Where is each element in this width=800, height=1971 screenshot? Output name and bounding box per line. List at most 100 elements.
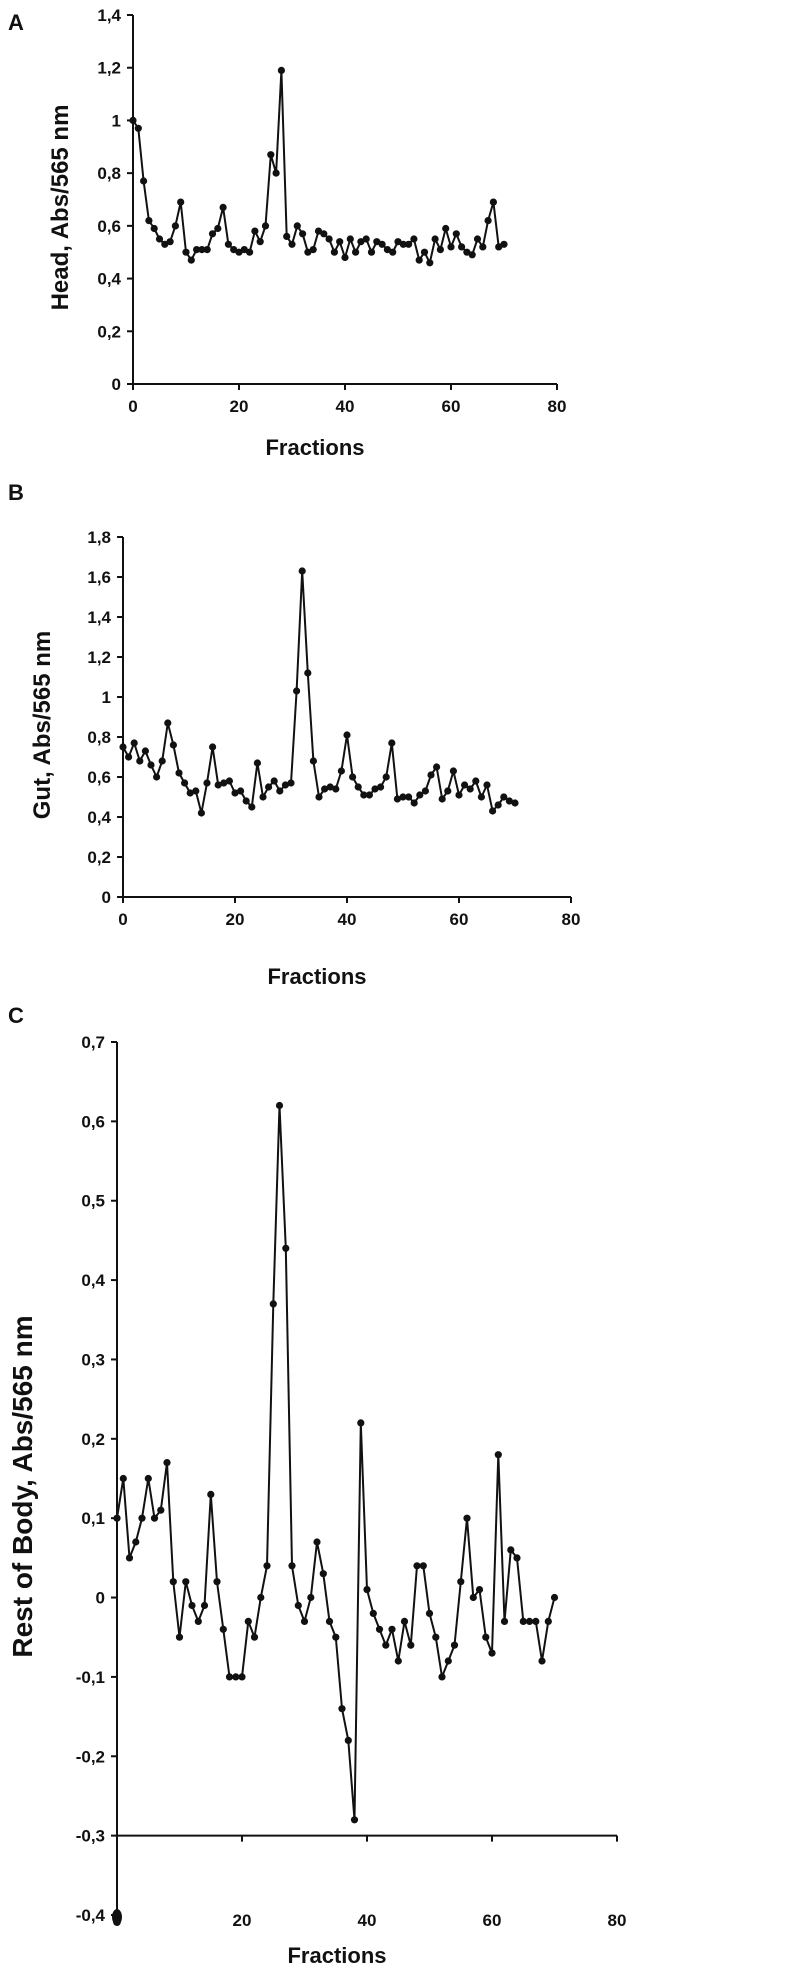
data-point [482,1633,490,1641]
data-point [166,238,174,246]
data-point [186,789,194,797]
y-tick-label: 1,6 [87,568,111,587]
data-point [479,243,487,251]
y-tick-label: 0,2 [81,1430,105,1449]
data-point [500,240,508,248]
panel-letter: A [8,10,24,35]
data-point [350,1816,359,1824]
data-point [197,809,205,817]
data-point [319,1570,327,1578]
data-point [134,124,142,132]
data-point [169,741,177,749]
data-point [367,248,376,256]
data-point [164,719,172,727]
y-tick-label: 0,6 [87,768,111,787]
data-point [468,251,476,259]
data-point [150,224,158,233]
data-point [341,253,349,262]
data-point [354,783,362,791]
data-point [314,227,323,235]
chart-panel-a: A 0 0,2 0,4 0,6 0,8 1 1,2 1,4 0 20 40 60 80 Fractions H… [8,6,566,460]
data-point [416,791,424,799]
data-point [407,1641,415,1649]
data-point [175,1633,184,1641]
data-point [158,757,166,765]
data-point [382,1641,390,1649]
data-point [265,783,273,791]
y-axis-title: Head, Abs/565 nm [47,105,74,311]
data-point [425,1609,434,1617]
data-point [207,1490,215,1498]
data-point [461,781,469,789]
data-point [336,238,344,246]
data-point [332,1633,340,1641]
data-point [261,222,270,230]
data-point [288,240,296,248]
data-point [129,116,137,124]
data-point [259,793,267,801]
data-point [147,761,155,769]
data-point [550,1593,559,1602]
data-point [466,785,474,793]
data-point [320,230,328,238]
data-point [145,217,153,225]
x-tick-label: 80 [562,910,581,929]
panel-letter: C [8,1003,24,1028]
data-point [269,1300,277,1308]
data-point [463,1514,471,1522]
data-point [452,230,460,238]
data-point [144,1474,152,1483]
data-point [494,1451,502,1459]
data-point [214,224,222,233]
data-point [399,240,407,248]
data-point [209,743,217,751]
data-point [263,1562,271,1570]
data-point [140,177,148,185]
y-tick-label: 1,2 [87,648,111,667]
data-point [420,248,429,256]
data-point [192,787,200,795]
data-point [455,791,463,799]
data-point [237,787,245,795]
data-point [315,793,323,801]
data-point [132,1538,140,1546]
data-point [208,230,217,238]
y-tick-label: 0,8 [87,728,111,747]
data-point [450,1641,459,1649]
data-point [304,669,312,677]
data-point [394,1657,402,1665]
y-tick-label: 0,5 [81,1192,105,1211]
data-point [477,793,485,801]
data-point [507,1546,515,1554]
data-point [153,773,161,781]
y-tick-label: 0,4 [87,808,111,827]
data-point [505,797,513,805]
x-tick-label: 40 [336,397,355,416]
data-point [352,248,360,256]
series-line [122,570,516,814]
data-point [513,1554,521,1562]
data-point [219,1625,227,1633]
data-point [444,787,452,795]
panel-letter: B [8,480,24,505]
data-point [270,777,278,785]
data-point [344,1736,352,1744]
chart-panel-c: C-0,4-0,3-0,2-0,100,10,20,30,40,50,60,70… [7,1003,626,1968]
data-point [248,803,256,811]
data-point [436,246,444,254]
data-point [163,1459,171,1467]
data-point [182,1578,190,1586]
data-point [519,1617,527,1625]
data-point [393,795,401,803]
x-tick-label: 80 [608,1911,627,1930]
x-tick-label: 0 [128,397,137,416]
data-point [193,246,201,254]
data-point [525,1617,534,1625]
data-point [330,248,338,256]
data-point [125,753,133,761]
data-point [488,1649,496,1657]
series-line [116,1104,556,1821]
y-tick-label: 0,6 [97,217,121,236]
data-point [267,151,275,159]
